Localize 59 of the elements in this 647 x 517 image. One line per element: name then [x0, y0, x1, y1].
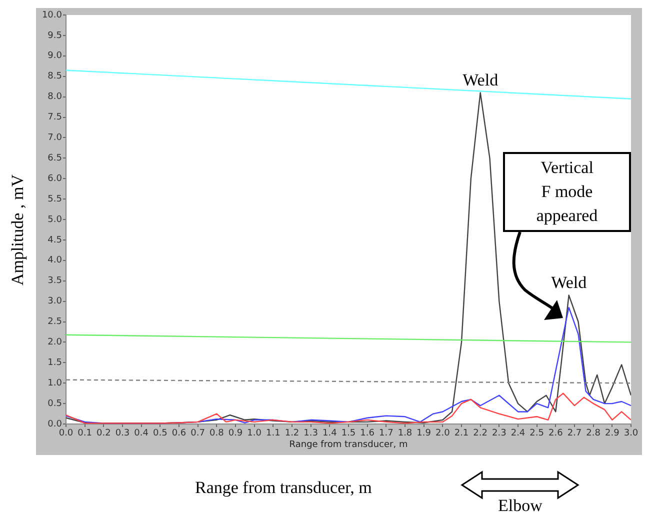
x-tick-label: 1.4 — [322, 428, 338, 439]
y-tick-label: 4.5 — [48, 235, 62, 246]
annotation: Weld — [462, 70, 499, 90]
x-tick-label: 0.1 — [78, 428, 92, 439]
x-tick-label: 2.4 — [510, 428, 526, 439]
x-axis-title: Range from transducer, m — [289, 440, 408, 450]
y-tick-label: 8.5 — [48, 72, 62, 82]
x-tick-label: 2.8 — [586, 428, 601, 439]
annotation: Weld — [551, 273, 588, 292]
y-tick-label: 2.5 — [48, 317, 62, 328]
x-tick-label: 1.6 — [360, 428, 375, 439]
y-tick-label: 0.5 — [48, 398, 62, 409]
text: Range from transducer, m — [195, 478, 372, 497]
x-tick-label: 1.5 — [341, 428, 356, 439]
y-tick-label: 7.5 — [48, 112, 62, 123]
x-tick-label: 1.0 — [247, 428, 262, 439]
y-tick-label: 10.0 — [42, 10, 62, 20]
x-tick-label: 2.9 — [605, 428, 620, 439]
callout-box: Vertical F mode appeared — [503, 152, 631, 232]
x-tick-label: 1.7 — [379, 428, 394, 439]
x-tick-label: 1.9 — [416, 428, 432, 439]
x-tick-label: 2.2 — [473, 428, 488, 439]
y-tick-label: 0.0 — [48, 419, 62, 430]
y-tick-label: 6.0 — [48, 174, 62, 184]
x-tick-label: 2.5 — [530, 428, 544, 439]
y-tick-label: 1.0 — [48, 378, 62, 388]
x-tick-label: 0.6 — [172, 428, 186, 439]
y-tick-label: 3.0 — [48, 296, 62, 307]
y-tick-label: 5.0 — [48, 214, 62, 225]
x-tick-label: 0.8 — [210, 428, 224, 439]
y-tick-label: 7.0 — [48, 133, 62, 144]
x-tick-label: 0.9 — [228, 428, 243, 439]
x-tick-label: 0.7 — [190, 428, 205, 439]
y-tick-label: 2.0 — [48, 338, 62, 348]
x-tick-label: 2.7 — [567, 428, 582, 439]
x-tick-label: 1.3 — [304, 428, 318, 439]
x-tick-label: 1.2 — [284, 428, 300, 439]
x-tick-label: 0.3 — [115, 428, 130, 439]
x-tick-label: 0.4 — [134, 428, 149, 439]
x-tick-label: 2.0 — [436, 428, 450, 439]
y-axis-title: Amplitude , mV — [8, 174, 28, 286]
x-tick-label: 2.1 — [454, 428, 469, 439]
y-tick-label: 9.5 — [48, 30, 62, 41]
y-tick-label: 6.5 — [48, 153, 62, 164]
x-tick-label: 0.0 — [58, 428, 74, 439]
y-tick-label: 8.0 — [48, 92, 62, 102]
y-tick-label: 4.0 — [48, 256, 62, 266]
y-tick-label: 5.5 — [48, 194, 62, 204]
x-tick-label: 2.6 — [548, 428, 564, 439]
y-tick-label: 1.5 — [48, 358, 62, 368]
x-tick-label: 0.2 — [96, 428, 111, 439]
x-tick-label: 3.0 — [624, 428, 638, 439]
y-tick-label: 3.5 — [48, 276, 62, 286]
x-tick-label: 1.8 — [398, 428, 412, 439]
text: Elbow — [498, 496, 542, 516]
y-tick-label: 9.0 — [48, 51, 62, 62]
x-tick-label: 0.5 — [153, 428, 168, 439]
x-tick-label: 1.1 — [266, 428, 280, 439]
x-tick-label: 2.3 — [492, 428, 506, 439]
